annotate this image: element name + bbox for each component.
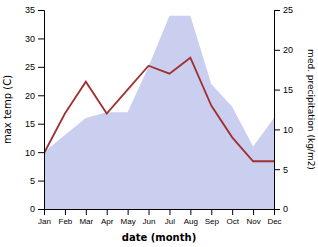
tick: 10 [274, 125, 293, 135]
tick-label: 15 [25, 119, 35, 129]
tick-mark [38, 67, 44, 68]
tick-mark [169, 209, 170, 215]
chart: JanFebMarAprMayJunJulAugSepOctNovDec0510… [0, 0, 318, 247]
tick-label: 15 [283, 85, 293, 95]
tick: 20 [25, 91, 44, 101]
tick-mark [65, 209, 66, 215]
tick-mark [38, 181, 44, 182]
tick: 5 [274, 165, 288, 175]
line [44, 58, 274, 161]
tick-label: May [121, 217, 136, 226]
tick-label: 20 [25, 91, 35, 101]
tick-label: Jan [38, 217, 51, 226]
tick-label: Nov [246, 217, 260, 226]
tick: 25 [25, 62, 44, 72]
marks [44, 16, 274, 209]
axis-line [38, 11, 45, 210]
tick-mark [149, 209, 150, 215]
x-axis: Jan Feb Mar Apr May Jun Jul Aug Sep Oct Nov Dec [38, 209, 282, 226]
tick-mark [232, 209, 233, 215]
tick-label: Sep [205, 217, 220, 226]
tick-label: Dec [267, 217, 281, 226]
tick-label: Feb [59, 217, 73, 226]
area [44, 16, 274, 209]
tick-mark [190, 209, 191, 215]
tick: 30 [25, 34, 44, 44]
tick: Nov [246, 209, 260, 226]
tick-label: 30 [25, 34, 35, 44]
tick-mark [274, 129, 280, 130]
tick: Dec [267, 209, 281, 226]
tick: 20 [274, 45, 293, 55]
tick-mark [38, 152, 44, 153]
tick-mark [107, 209, 108, 215]
tick-label: 0 [30, 204, 35, 214]
tick-label: 25 [283, 5, 293, 15]
tick: Jan [38, 209, 51, 226]
tick-mark [253, 209, 254, 215]
tick-mark [274, 169, 280, 170]
y-axis: 0 5 10 15 20 25 30 35 [25, 5, 45, 214]
tick-label: 10 [25, 148, 35, 158]
tick-mark [38, 124, 44, 125]
y2-axis-title: med. precipitation (kg/m2) [306, 49, 316, 170]
tick: Mar [79, 209, 93, 226]
axis-line [275, 11, 281, 210]
tick: 15 [25, 119, 44, 129]
tick-label: Apr [101, 217, 114, 226]
tick-mark [274, 10, 280, 11]
tick-mark [86, 209, 87, 215]
tick-label: Mar [79, 217, 93, 226]
tick-label: Oct [226, 217, 239, 226]
tick: Aug [184, 209, 198, 226]
tick-mark [274, 90, 280, 91]
tick-label: Jul [165, 217, 175, 226]
tick-label: 35 [25, 5, 35, 15]
tick-mark [274, 50, 280, 51]
tick-label: 0 [283, 204, 288, 214]
tick-label: 10 [283, 125, 293, 135]
tick: Jul [165, 209, 175, 226]
tick: Feb [59, 209, 73, 226]
tick-mark [38, 38, 44, 39]
tick: Sep [205, 209, 220, 226]
tick: 35 [25, 5, 44, 15]
tick-label: 25 [25, 62, 35, 72]
tick-label: Aug [184, 217, 198, 226]
tick-mark [38, 209, 44, 210]
tick: 15 [274, 85, 293, 95]
tick: May [121, 209, 136, 226]
tick: Oct [226, 209, 239, 226]
tick-mark [128, 209, 129, 215]
tick-label: 5 [30, 176, 35, 186]
x-axis-title: date (month) [122, 232, 196, 243]
tick-mark [274, 209, 280, 210]
plot: JanFebMarAprMayJunJulAugSepOctNovDec0510… [25, 5, 293, 225]
tick-label: Jun [143, 217, 156, 226]
tick-label: 5 [283, 165, 288, 175]
tick-mark [211, 209, 212, 215]
axis-line [45, 210, 275, 216]
tick: Apr [101, 209, 114, 226]
y-axis-title: max temp (C) [2, 75, 13, 144]
tick: 5 [30, 176, 44, 186]
tick: 25 [274, 5, 293, 15]
y2-axis: 0 5 10 15 20 25 [274, 5, 293, 214]
tick: 10 [25, 148, 44, 158]
tick: 0 [274, 204, 288, 214]
tick: 0 [30, 204, 44, 214]
tick-mark [38, 10, 44, 11]
tick-label: 20 [283, 45, 293, 55]
tick: Jun [143, 209, 156, 226]
tick-mark [38, 95, 44, 96]
